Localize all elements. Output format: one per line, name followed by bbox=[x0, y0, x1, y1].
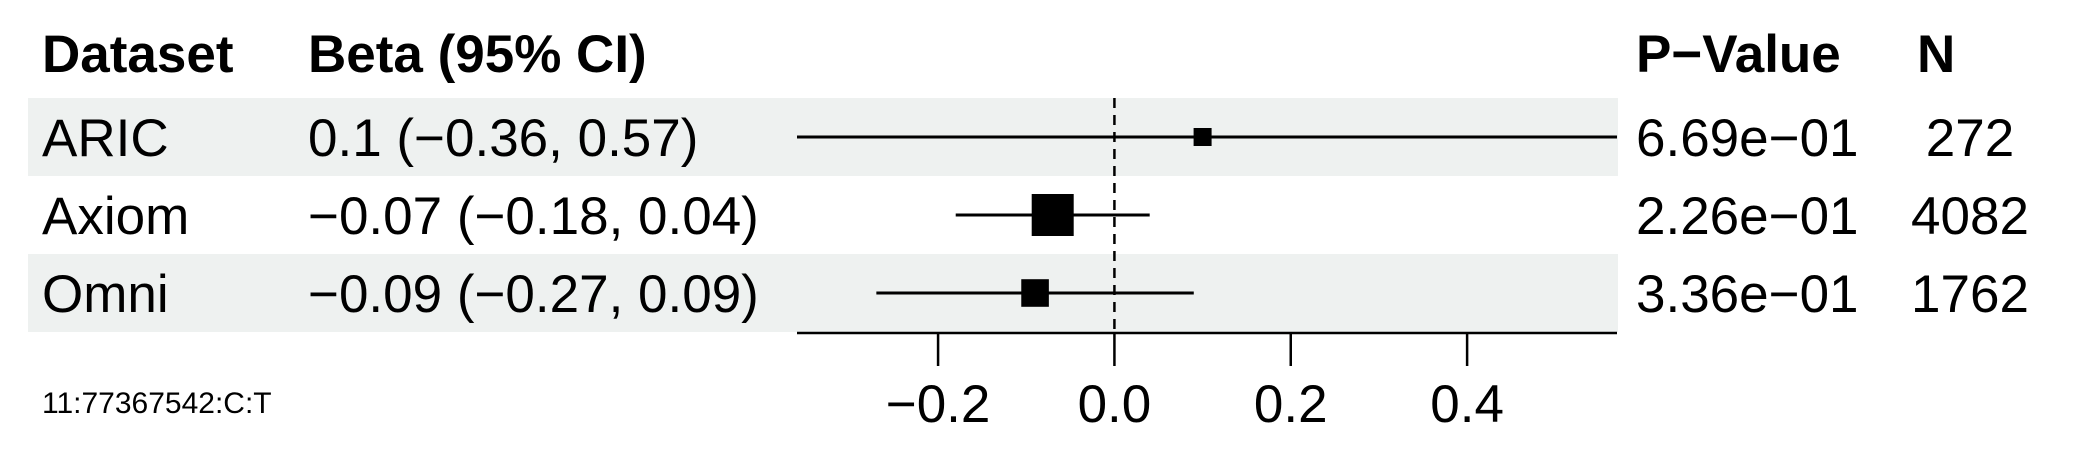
x-axis: −0.2 0.0 0.2 0.4 bbox=[797, 331, 1617, 434]
snp-footnote: 11:77367542:C:T bbox=[42, 387, 272, 420]
x-tick-label: 0.4 bbox=[1430, 375, 1504, 434]
header-n: N bbox=[1917, 25, 1955, 84]
row-shade bbox=[28, 254, 1618, 332]
row-shading bbox=[28, 98, 1618, 332]
x-tick-label: −0.2 bbox=[886, 375, 991, 434]
cell-n: 4082 bbox=[1911, 187, 2029, 246]
cell-beta-label: −0.09 (−0.27, 0.09) bbox=[308, 265, 759, 324]
x-tick-label: 0.2 bbox=[1254, 375, 1328, 434]
cell-dataset: ARIC bbox=[42, 109, 169, 168]
estimate-square bbox=[1193, 128, 1212, 146]
cell-pvalue: 3.36e−01 bbox=[1636, 265, 1859, 324]
cell-dataset: Omni bbox=[42, 265, 169, 324]
estimate-square bbox=[1031, 194, 1074, 236]
cell-pvalue: 6.69e−01 bbox=[1636, 109, 1859, 168]
cell-beta-label: 0.1 (−0.36, 0.57) bbox=[308, 109, 698, 168]
cell-beta-label: −0.07 (−0.18, 0.04) bbox=[308, 187, 759, 246]
cell-n: 1762 bbox=[1911, 265, 2029, 324]
cell-dataset: Axiom bbox=[42, 187, 189, 246]
header-dataset: Dataset bbox=[42, 25, 233, 84]
table-rows: ARIC 0.1 (−0.36, 0.57) 6.69e−01 272 Axiom −0.… bbox=[42, 109, 2029, 324]
header-pvalue: P−Value bbox=[1636, 25, 1841, 84]
x-tick-label: 0.0 bbox=[1078, 375, 1152, 434]
estimate-marks bbox=[797, 98, 1617, 332]
estimate-square bbox=[1021, 279, 1049, 307]
header-beta: Beta (95% CI) bbox=[308, 25, 647, 84]
cell-n: 272 bbox=[1926, 109, 2014, 168]
cell-pvalue: 2.26e−01 bbox=[1636, 187, 1859, 246]
